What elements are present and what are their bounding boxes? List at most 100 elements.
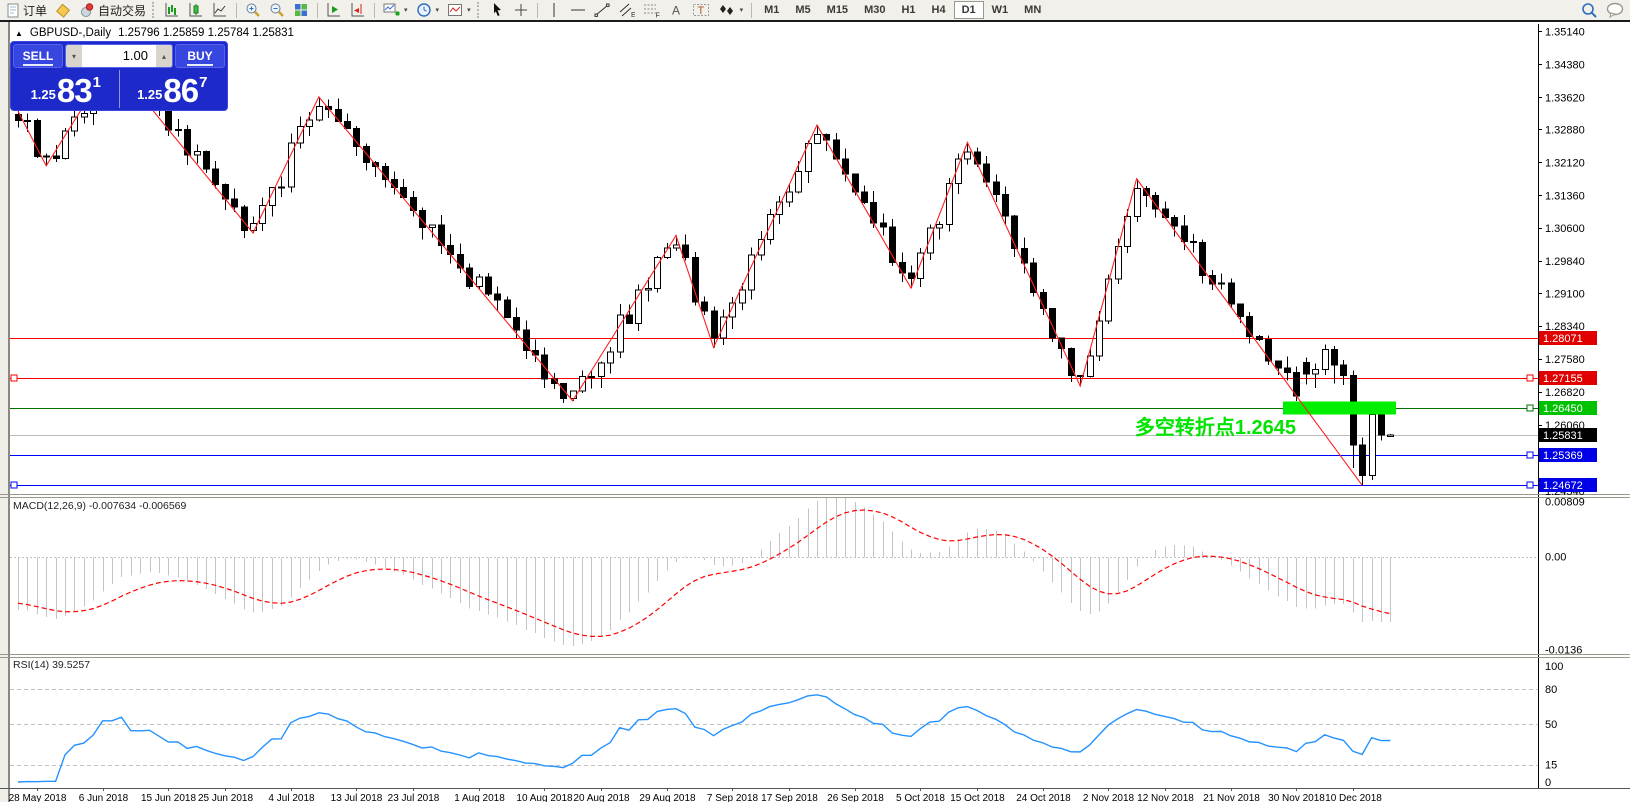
- chart-shift-icon: [351, 3, 365, 17]
- text-button[interactable]: A: [664, 0, 688, 20]
- auto-scroll-button[interactable]: [322, 0, 346, 20]
- buy-price[interactable]: 1.25 86 7: [118, 70, 226, 108]
- text-label-icon: T: [692, 4, 709, 17]
- svg-text:1.29100: 1.29100: [1545, 288, 1585, 300]
- text-label-button[interactable]: T: [688, 0, 714, 20]
- templates-button[interactable]: ▾: [443, 0, 475, 20]
- sell-label: SELL: [22, 49, 54, 66]
- svg-text:15 Oct 2018: 15 Oct 2018: [950, 793, 1005, 802]
- svg-text:5 Oct 2018: 5 Oct 2018: [896, 793, 945, 802]
- tile-windows-button[interactable]: [289, 0, 313, 20]
- crosshair-button[interactable]: [509, 0, 533, 20]
- dropdown-arrow-icon: ▾: [435, 7, 440, 14]
- svg-text:1.27155: 1.27155: [1543, 373, 1583, 385]
- chart-legend: ▲ GBPUSD-,Daily 1.25796 1.25859 1.25784 …: [15, 27, 294, 39]
- new-order-button[interactable]: 订单: [2, 0, 51, 20]
- svg-text:1.32120: 1.32120: [1545, 157, 1585, 169]
- volume-decrease-button[interactable]: ▾: [66, 45, 82, 67]
- svg-text:0: 0: [1545, 777, 1551, 789]
- svg-text:F: F: [655, 13, 659, 19]
- volume-increase-button[interactable]: ▴: [156, 45, 172, 67]
- svg-text:24 Oct 2018: 24 Oct 2018: [1016, 793, 1071, 802]
- sticky-note-icon: [56, 3, 71, 18]
- svg-text:1.26820: 1.26820: [1545, 387, 1585, 399]
- chart-candles-button[interactable]: [184, 0, 208, 20]
- tf-mn-button[interactable]: MN: [1016, 1, 1049, 19]
- dropdown-arrow-icon: ▾: [467, 7, 471, 14]
- toolbar-grip: [476, 2, 482, 18]
- trendline-icon: [594, 3, 610, 17]
- tf-m15-button[interactable]: M15: [819, 1, 856, 19]
- toolbar-separator: [751, 2, 753, 18]
- svg-text:80: 80: [1545, 684, 1557, 696]
- buy-label: BUY: [187, 49, 213, 66]
- svg-text:25 Jun 2018: 25 Jun 2018: [198, 793, 253, 802]
- macd-signal-line: [17, 509, 1391, 637]
- zoom-in-button[interactable]: [241, 0, 265, 20]
- date-axis[interactable]: 28 May 2018 6 Jun 2018 15 Jun 2018 25 Jun 2…: [9, 788, 1383, 802]
- svg-text:1.27580: 1.27580: [1545, 354, 1585, 366]
- svg-text:15: 15: [1545, 760, 1557, 772]
- svg-text:1.25831: 1.25831: [1543, 430, 1583, 442]
- vertical-line-button[interactable]: [542, 0, 566, 20]
- sell-price-big: 83: [56, 71, 93, 109]
- collapse-icon: ▲: [15, 28, 23, 38]
- svg-text:1.32880: 1.32880: [1545, 124, 1585, 136]
- svg-text:1.24672: 1.24672: [1543, 480, 1583, 492]
- add-indicator-icon: [383, 3, 400, 16]
- buy-button[interactable]: BUY: [175, 44, 225, 68]
- volume-value[interactable]: 1.00: [82, 45, 156, 67]
- price-axis[interactable]: 1.35140 1.34380 1.33620 1.32880 1.32120 1.313…: [1538, 26, 1597, 498]
- chart-shift-button[interactable]: [346, 0, 370, 20]
- rsi-line: [17, 694, 1391, 783]
- chart-frame: [0, 22, 1630, 802]
- svg-text:1.25369: 1.25369: [1543, 450, 1583, 462]
- tf-h4-button[interactable]: H4: [924, 1, 954, 19]
- dropdown-arrow-icon: ▾: [404, 7, 408, 14]
- tile-windows-icon: [295, 4, 308, 16]
- svg-text:12 Nov 2018: 12 Nov 2018: [1137, 793, 1194, 802]
- toolbar-separator: [374, 2, 376, 18]
- one-click-trading-button[interactable]: [51, 0, 75, 20]
- fibonacci-button[interactable]: F: [639, 0, 664, 20]
- spin-down-icon: ▾: [71, 51, 76, 61]
- autotrading-button[interactable]: 自动交易: [75, 0, 150, 20]
- periods-button[interactable]: ▾: [412, 0, 444, 20]
- chart-bars-button[interactable]: [160, 0, 184, 20]
- cursor-button[interactable]: [485, 0, 509, 20]
- trendline-button[interactable]: [590, 0, 614, 20]
- svg-text:30 Nov 2018: 30 Nov 2018: [1268, 793, 1325, 802]
- tf-d1-button[interactable]: D1: [953, 1, 984, 19]
- svg-text:6 Jun 2018: 6 Jun 2018: [79, 793, 129, 802]
- svg-text:28 May 2018: 28 May 2018: [9, 793, 67, 802]
- svg-text:1.29840: 1.29840: [1545, 256, 1585, 268]
- indicators-button[interactable]: ▾: [379, 0, 412, 20]
- tf-m1-button[interactable]: M1: [756, 1, 787, 19]
- crosshair-icon: [514, 4, 527, 16]
- chat-button[interactable]: [1602, 0, 1628, 20]
- search-button[interactable]: [1577, 0, 1602, 20]
- svg-text:A: A: [672, 4, 680, 18]
- tf-m5-button[interactable]: M5: [787, 1, 818, 19]
- arrow-shapes-icon: [719, 5, 733, 15]
- svg-text:0.00809: 0.00809: [1545, 496, 1585, 508]
- arrows-button[interactable]: ▾: [714, 0, 748, 20]
- candlestick-icon: [189, 3, 203, 17]
- tf-w1-button[interactable]: W1: [984, 1, 1017, 19]
- sell-price[interactable]: 1.25 83 1: [13, 70, 119, 108]
- tf-h1-button[interactable]: H1: [893, 1, 923, 19]
- horizontal-line-button[interactable]: [566, 0, 590, 20]
- svg-text:20 Aug 2018: 20 Aug 2018: [573, 793, 630, 802]
- svg-text:1.34380: 1.34380: [1545, 59, 1585, 71]
- equidistant-channel-button[interactable]: E: [614, 0, 639, 20]
- horizontal-line-icon: [570, 9, 585, 11]
- zoom-out-button[interactable]: [265, 0, 289, 20]
- svg-text:10 Aug 2018: 10 Aug 2018: [516, 793, 573, 802]
- cursor-icon: [493, 3, 501, 16]
- tf-m30-button[interactable]: M30: [856, 1, 893, 19]
- toolbar: 订单 自动交易: [0, 0, 1630, 22]
- toolbar-separator: [536, 2, 538, 18]
- chart-line-button[interactable]: [208, 0, 232, 20]
- sell-button[interactable]: SELL: [13, 44, 63, 68]
